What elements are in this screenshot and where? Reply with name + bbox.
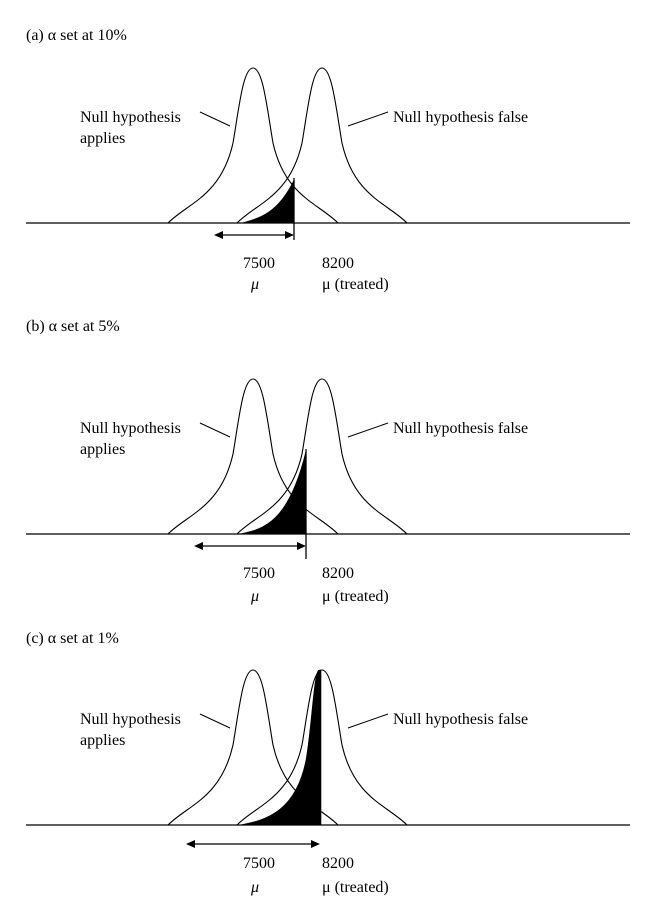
panel-a-tick-right: 8200 <box>322 255 354 272</box>
panel-b-null-label-2: applies <box>80 441 125 458</box>
panel-b-null-curve <box>167 378 339 535</box>
panel-a-null-leader <box>199 111 231 127</box>
panel-c-null-label-2: applies <box>80 732 125 749</box>
panel-c-plot <box>26 669 630 848</box>
panel-b-tick-left: 7500 <box>243 565 275 582</box>
panel-b-rejection-region <box>239 450 307 535</box>
panel-a-null-label-1: Null hypothesis <box>80 109 181 126</box>
panel-a-alt-leader <box>347 111 389 127</box>
panel-b-arrow-left-head <box>194 542 203 550</box>
panel-c-arrow-right-head <box>311 840 320 848</box>
panel-b-tick-right: 8200 <box>322 565 354 582</box>
panel-a-null-curve <box>167 67 339 224</box>
panel-c-mu-left: μ <box>250 879 259 896</box>
panel-b-mu-right: μ (treated) <box>322 588 389 605</box>
panel-b-plot <box>26 378 630 559</box>
panel-c-tick-left: 7500 <box>243 855 275 872</box>
panel-c-alt-curve <box>236 669 408 826</box>
panel-b-alt-curve <box>236 378 408 535</box>
panel-c-null-leader <box>199 713 231 729</box>
panel-b-arrow-right-head <box>297 542 306 550</box>
panel-a-arrow-left-head <box>214 231 223 239</box>
panel-c-null-label-1: Null hypothesis <box>80 711 181 728</box>
panel-c-tick-right: 8200 <box>322 855 354 872</box>
panel-a-alt-curve <box>236 67 408 224</box>
panel-a-tick-left: 7500 <box>243 255 275 272</box>
panel-a-null-label-2: applies <box>80 130 125 147</box>
panel-b-null-label-1: Null hypothesis <box>80 420 181 437</box>
panel-a-arrow-right-head <box>285 231 294 239</box>
panel-b-title: (b) α set at 5% <box>26 318 120 335</box>
panel-a-plot <box>26 67 630 240</box>
panel-a-mu-right: μ (treated) <box>322 276 389 293</box>
panel-b-mu-left: μ <box>250 588 259 605</box>
panel-b-alt-leader <box>347 422 389 438</box>
panel-c-alt-leader <box>347 713 389 729</box>
panel-c-alt-label: Null hypothesis false <box>393 711 528 728</box>
panel-a-title: (a) α set at 10% <box>26 27 127 44</box>
panel-a: (a) α set at 10% Null hypothesis applies… <box>26 27 630 293</box>
panel-b-alt-label: Null hypothesis false <box>393 420 528 437</box>
panel-c-rejection-region <box>239 669 322 826</box>
panel-c-title: (c) α set at 1% <box>26 630 119 647</box>
panel-a-mu-left: μ <box>250 276 259 293</box>
panel-b: (b) α set at 5% Null hypothesis applies … <box>26 318 630 605</box>
panel-c-mu-right: μ (treated) <box>322 879 389 896</box>
panel-c-arrow-left-head <box>186 840 195 848</box>
panel-b-null-leader <box>199 422 231 438</box>
panel-c: (c) α set at 1% Null hypothesis applies … <box>26 630 630 896</box>
panel-a-rejection-region <box>241 179 295 224</box>
panel-a-alt-label: Null hypothesis false <box>393 109 528 126</box>
